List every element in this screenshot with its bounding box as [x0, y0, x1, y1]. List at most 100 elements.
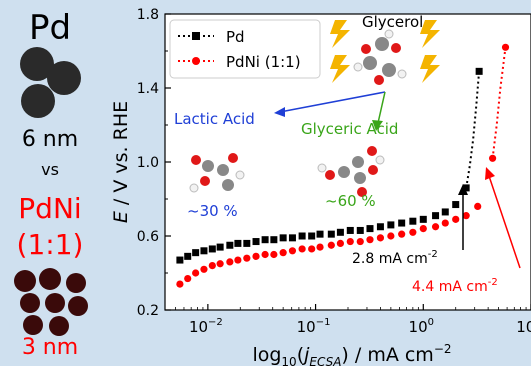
pdni-data-point	[419, 225, 427, 233]
pd-data-point	[419, 215, 427, 223]
pd-nanoparticles-icon	[20, 47, 81, 118]
side-panel: Pd 6 nm vs PdNi (1:1) 3 nm	[0, 0, 108, 366]
pdni-data-point	[488, 154, 497, 162]
pdni-current-annotation: 4.4 mA cm-2	[412, 167, 521, 295]
lactic-acid-label: Lactic Acid	[174, 110, 255, 128]
axis-ticks: 0.2 0.6 1.0 1.4 1.8 10−2 10−1 100 101	[137, 7, 531, 336]
pdni-size-label: 3 nm	[21, 335, 79, 360]
lightning-icon	[330, 20, 440, 83]
pdni-nanoparticles-icon	[14, 268, 88, 336]
pd-current-text: 2.8 mA cm	[352, 251, 428, 267]
pd-data-point	[346, 226, 354, 234]
pdni-label: PdNi	[18, 192, 82, 225]
pdni-data-point	[261, 250, 269, 259]
pdni-data-point	[501, 43, 510, 51]
lactic-acid-percent: ~30 %	[187, 202, 238, 220]
pdni-data-point	[234, 256, 242, 264]
pdni-data-point	[252, 252, 260, 260]
pdni-data-point	[308, 245, 316, 253]
svg-text:2.8 mA cm-2: 2.8 mA cm-2	[352, 249, 438, 267]
pdni-data-point	[298, 245, 306, 253]
pd-data-point	[192, 249, 200, 257]
pdni-data-point	[200, 265, 208, 273]
glyceric-acid-molecule-icon	[317, 146, 385, 197]
pd-data-point	[226, 241, 234, 249]
pd-data-point	[452, 201, 460, 209]
pd-data-point	[216, 243, 224, 251]
series-line-pdni	[491, 47, 507, 159]
pdni-data-point	[346, 237, 354, 246]
pdni-data-point	[316, 243, 324, 251]
pd-data-point	[208, 245, 216, 253]
pd-data-point	[356, 226, 364, 234]
pd-data-point	[441, 208, 449, 216]
x-axis-label: log10(jECSA) / mA cm−2	[252, 342, 451, 366]
pd-data-point	[376, 223, 384, 231]
pd-data-point	[176, 256, 184, 264]
pdni-data-point	[356, 237, 364, 246]
legend-pd-label: Pd	[226, 28, 245, 46]
legend: Pd PdNi (1:1)	[169, 19, 321, 79]
pd-data-point	[409, 217, 417, 225]
pdni-data-point	[208, 262, 216, 270]
pd-data-point	[288, 234, 296, 242]
lactic-acid-molecule-icon	[189, 153, 245, 193]
series-layer	[176, 43, 510, 288]
pd-data-point	[234, 239, 242, 247]
y-tick-label: 1.8	[137, 7, 159, 23]
y-tick-label: 0.2	[137, 303, 159, 319]
pdni-data-point	[441, 219, 449, 227]
pdni-data-point	[336, 239, 344, 247]
vs-label: vs	[41, 160, 59, 179]
pd-current-annotation: 2.8 mA cm-2	[352, 184, 468, 267]
pdni-data-point	[288, 247, 297, 255]
pdni-current-sup: -2	[488, 277, 498, 288]
pd-data-point	[398, 219, 406, 227]
y-axis-label: E / V vs. RHE	[110, 101, 132, 223]
glyceric-acid-percent: ~60 %	[325, 192, 376, 210]
pd-data-point	[308, 232, 316, 240]
pd-data-point	[327, 230, 335, 238]
pdni-data-point	[398, 230, 406, 238]
legend-pdni-marker	[192, 57, 200, 65]
pdni-data-point	[409, 228, 417, 236]
x-tick-label: 10−1	[297, 317, 331, 336]
pd-data-point	[279, 234, 287, 242]
pd-data-point	[387, 221, 395, 229]
x-tick-label: 10−2	[189, 317, 223, 336]
legend-pd-marker	[192, 32, 200, 40]
pd-data-point	[243, 239, 251, 247]
y-tick-label: 0.6	[137, 229, 159, 245]
pdni-data-point	[327, 241, 335, 249]
pd-data-point	[200, 247, 208, 255]
legend-pdni-label: PdNi (1:1)	[226, 53, 301, 71]
pd-data-point	[252, 238, 260, 246]
pdni-data-point	[366, 236, 374, 244]
pd-data-point	[298, 232, 306, 240]
pd-data-point	[270, 236, 278, 244]
reaction-arrows	[274, 91, 386, 131]
pdni-data-point	[176, 280, 184, 288]
pdni-data-point	[243, 254, 251, 262]
pd-data-point	[432, 212, 440, 220]
pdni-data-point	[387, 232, 395, 240]
pd-data-point	[475, 67, 483, 75]
pd-data-point	[462, 184, 470, 192]
y-tick-label: 1.4	[137, 81, 159, 97]
pdni-current-text: 4.4 mA cm	[412, 279, 488, 295]
pd-data-point	[261, 236, 269, 244]
pd-data-point	[336, 228, 344, 236]
pdni-data-point	[376, 234, 385, 242]
svg-text:4.4 mA cm-2: 4.4 mA cm-2	[412, 277, 498, 295]
pdni-data-point	[431, 223, 440, 231]
pdni-data-point	[462, 212, 470, 220]
pd-current-sup: -2	[428, 249, 438, 260]
pdni-data-point	[226, 258, 234, 266]
pdni-data-point	[279, 249, 287, 257]
glycerol-molecule-icon	[353, 29, 407, 85]
pdni-data-point	[184, 274, 192, 283]
y-tick-label: 1.0	[137, 155, 159, 171]
pdni-ratio-label: (1:1)	[16, 228, 84, 261]
pd-data-point	[316, 230, 324, 238]
